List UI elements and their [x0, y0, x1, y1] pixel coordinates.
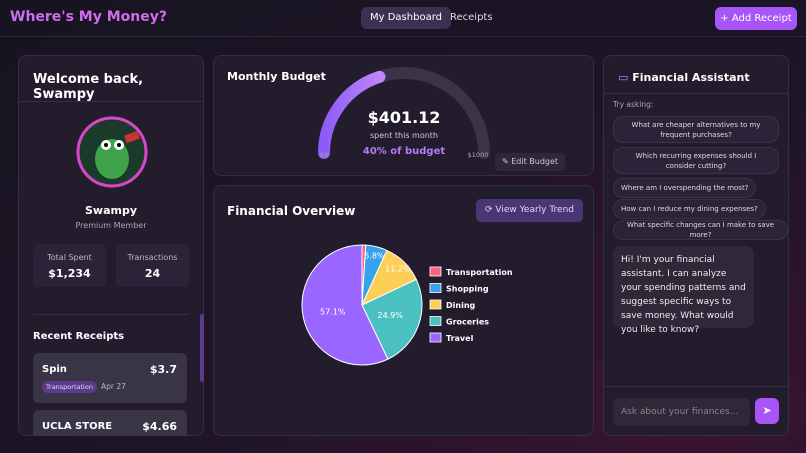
assistant-message: Hi! I'm your financial assistant. I can …: [613, 246, 754, 335]
legend-label: Groceries: [446, 318, 489, 327]
add-receipt-label: Add Receipt: [731, 13, 792, 24]
slice-label: 11.2%: [385, 265, 411, 274]
suggestion[interactable]: What are cheaper alternatives to my freq…: [613, 116, 779, 143]
brand: Where's My Money?: [10, 9, 167, 25]
legend-label: Dining: [446, 301, 476, 310]
suggestion[interactable]: What specific changes can I make to save…: [613, 220, 788, 240]
stat-card: Transactions 24: [116, 244, 189, 287]
suggestion[interactable]: Which recurring expenses should I consid…: [613, 147, 779, 174]
receipt-amount: $3.7: [149, 363, 177, 376]
edit-budget-button[interactable]: ✎ Edit Budget: [495, 153, 566, 171]
receipt-category: Transportation: [42, 381, 97, 393]
receipt-card[interactable]: Spin $3.7 Transportation Apr 27: [33, 353, 187, 403]
chat-input[interactable]: Ask about your finances...: [613, 398, 750, 426]
legend-swatch: [429, 299, 442, 310]
legend-swatch: [429, 316, 442, 326]
chart-title: Financial Overview: [227, 204, 356, 218]
header: [0, 0, 806, 37]
welcome: Welcome back, Swampy: [33, 72, 144, 102]
profile-panel: Welcome back, Swampy Swampy Premium Memb…: [18, 55, 204, 436]
budget-spent: $401.12: [367, 108, 441, 127]
send-button[interactable]: ➤: [755, 398, 779, 424]
legend-swatch: [429, 283, 442, 293]
slice-label: 24.9%: [378, 311, 404, 320]
slice-label: 57.1%: [320, 308, 346, 317]
profile-tier: Premium Member: [75, 221, 147, 230]
pie-slice: [301, 244, 389, 366]
budget-panel: Monthly Budget $0 $1000 $401.12 spent thi…: [213, 55, 594, 176]
suggestion[interactable]: How can I reduce my dining expenses?: [613, 199, 766, 219]
receipt-amount: $4.66: [142, 420, 177, 433]
nav-receipts[interactable]: Receipts: [450, 12, 493, 23]
legend-label: Shopping: [446, 285, 489, 294]
gauge-max-label: $1000: [468, 151, 489, 159]
budget-caption: spent this month: [369, 131, 439, 140]
legend-label: Travel: [446, 334, 474, 343]
receipt-card[interactable]: UCLA STORE $4.66: [33, 410, 187, 436]
add-receipt-button[interactable]: + Add Receipt: [715, 7, 797, 30]
budget-percent: 40% of budget: [362, 146, 446, 157]
avatar: [76, 116, 148, 188]
stat-card: Total Spent $1,234: [33, 244, 106, 287]
pie-slice: [361, 278, 423, 360]
suggestion[interactable]: Where am I overspending the most?: [613, 178, 757, 198]
legend-swatch: [429, 332, 442, 343]
budget-gauge: $0 $1000: [318, 67, 490, 159]
assistant-prompt: Try asking:: [613, 100, 654, 109]
overview-panel: Financial Overview ⟳ View Yearly Trend 5…: [213, 185, 594, 436]
gauge-min-label: $0: [320, 151, 328, 159]
receipt-merchant: UCLA STORE: [42, 421, 113, 432]
legend-swatch: [429, 266, 442, 277]
receipt-merchant: Spin: [42, 364, 67, 375]
yearly-trend-label: View Yearly Trend: [495, 205, 574, 215]
yearly-trend-button[interactable]: ⟳ View Yearly Trend: [476, 199, 583, 222]
receipts-title: Recent Receipts: [33, 331, 125, 342]
edit-budget-label: Edit Budget: [511, 157, 559, 166]
assistant-title: Financial Assistant: [632, 71, 750, 84]
receipt-date: Apr 27: [101, 382, 126, 391]
profile-name: Swampy: [84, 204, 137, 217]
stat-value: 24: [144, 267, 161, 280]
slice-label: 5.8%: [364, 252, 385, 261]
legend-label: Transportation: [446, 268, 513, 277]
stat-label: Transactions: [127, 253, 178, 262]
pie-chart: 5.8%11.2% 24.9% 57.1% Transportation Shoppin…: [301, 244, 513, 366]
budget-title: Monthly Budget: [227, 70, 326, 83]
stat-label: Total Spent: [47, 253, 92, 262]
stat-value: $1,234: [48, 267, 91, 280]
assistant-panel: ▭ Financial Assistant Try asking: What a…: [603, 55, 789, 436]
gauge-fill: [318, 70, 386, 159]
nav-dashboard[interactable]: My Dashboard: [361, 7, 451, 29]
